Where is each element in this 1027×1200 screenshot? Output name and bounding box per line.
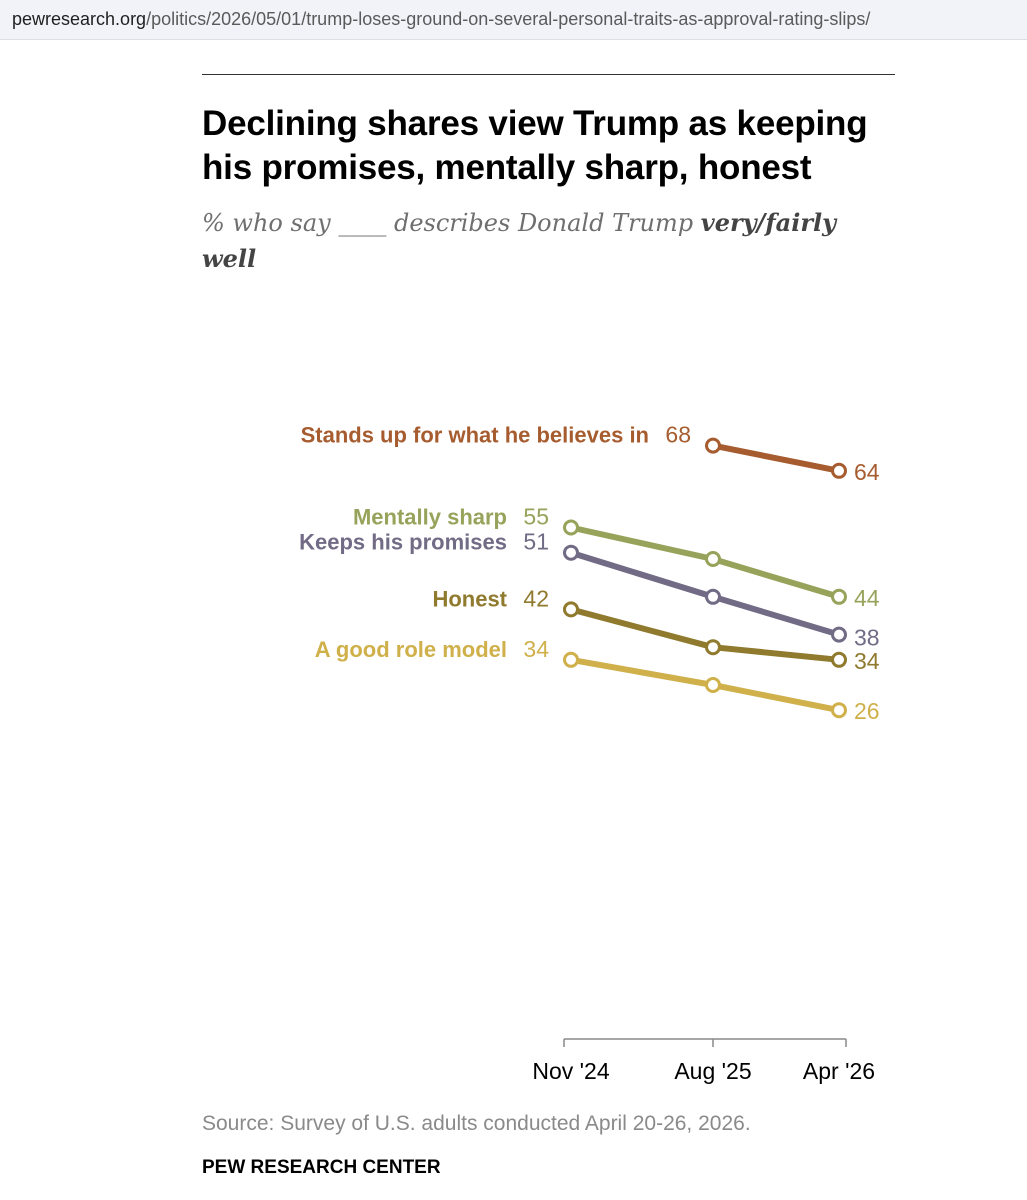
data-point-honest-1: [705, 639, 721, 656]
url-text[interactable]: pewresearch.org/politics/2026/05/01/trum…: [12, 9, 870, 30]
series-line-stands-up-for-what-he-believes-in-0: [710, 442, 842, 474]
value-label-mentally-sharp-0: 55: [523, 504, 549, 530]
series-line-honest-0: [568, 606, 716, 651]
data-point-mentally-sharp-0: [563, 519, 579, 536]
url-domain: pewresearch.org: [12, 9, 147, 29]
x-tick-label-apr-26: Apr '26: [803, 1058, 875, 1084]
series-label-keeps-his-promises: Keeps his promises: [299, 530, 507, 555]
value-label-a-good-role-model-0: 34: [523, 636, 549, 662]
data-point-a-good-role-model-1: [705, 677, 721, 693]
data-point-keeps-his-promises-1: [705, 588, 721, 605]
data-point-keeps-his-promises-0: [563, 544, 579, 561]
subtitle-bold: very/fairly well: [202, 208, 837, 273]
source-note: Source: Survey of U.S. adults conducted …: [202, 1112, 751, 1135]
series-line-mentally-sharp-0: [568, 524, 716, 562]
value-label-keeps-his-promises-0: 51: [523, 529, 549, 555]
data-point-mentally-sharp-1: [705, 551, 721, 567]
value-label-stands-up-for-what-he-believes-in-1: 68: [665, 422, 691, 448]
series-label-stands-up-for-what-he-believes-in: Stands up for what he believes in: [301, 423, 649, 448]
series-line-honest-1: [710, 644, 842, 663]
url-path: /politics/2026/05/01/trump-loses-ground-…: [146, 9, 871, 29]
chart-subtitle: % who say ____ describes Donald Trump ve…: [202, 205, 882, 277]
series-label-honest: Honest: [432, 586, 507, 611]
value-label-honest-2: 34: [854, 648, 880, 674]
pew-research-center-logo: PEW RESEARCH CENTER: [202, 1157, 441, 1178]
data-point-a-good-role-model-2: [831, 702, 847, 719]
data-point-mentally-sharp-2: [831, 588, 847, 605]
subtitle-regular: % who say ____ describes Donald Trump: [202, 209, 701, 237]
value-label-mentally-sharp-2: 44: [854, 585, 880, 611]
series-line-a-good-role-model-0: [568, 656, 716, 688]
value-label-keeps-his-promises-2: 38: [854, 625, 880, 651]
browser-address-bar[interactable]: pewresearch.org/politics/2026/05/01/trum…: [0, 0, 1027, 40]
series-line-a-good-role-model-1: [710, 682, 842, 714]
data-point-stands-up-for-what-he-believes-in-2: [831, 462, 847, 479]
data-point-keeps-his-promises-2: [831, 626, 847, 643]
chart-title: Declining shares view Trump as keeping h…: [202, 104, 868, 187]
series-line-mentally-sharp-1: [710, 556, 842, 600]
value-label-honest-0: 42: [523, 585, 549, 611]
series-label-a-good-role-model: A good role model: [315, 637, 507, 662]
value-label-a-good-role-model-2: 26: [854, 698, 880, 724]
data-point-honest-2: [831, 651, 847, 668]
series-label-mentally-sharp: Mentally sharp: [353, 505, 507, 530]
data-point-a-good-role-model-0: [563, 651, 579, 668]
x-tick-label-nov-24: Nov '24: [532, 1058, 609, 1084]
series-line-keeps-his-promises-0: [568, 549, 716, 600]
value-label-stands-up-for-what-he-believes-in-2: 64: [854, 459, 880, 485]
top-divider: [202, 74, 895, 75]
x-tick-label-aug-25: Aug '25: [674, 1058, 751, 1084]
series-line-keeps-his-promises-1: [710, 593, 842, 638]
data-point-honest-0: [563, 601, 579, 618]
data-point-stands-up-for-what-he-believes-in-1: [705, 437, 721, 454]
